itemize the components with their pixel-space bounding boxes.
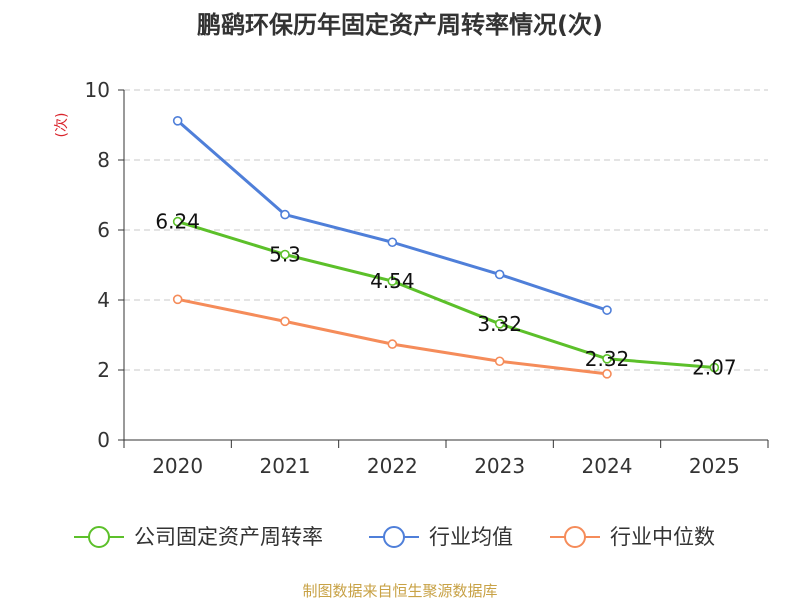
x-tick-label: 2020 bbox=[152, 454, 203, 478]
data-point[interactable] bbox=[602, 305, 612, 315]
data-labels: 6.24 5.3 4.54 3.32 2.32 2.07 bbox=[155, 210, 736, 380]
data-point[interactable] bbox=[387, 237, 398, 248]
legend[interactable]: 公司固定资产周转率 行业均值 行业中位数 bbox=[74, 525, 715, 549]
x-tick-label: 2022 bbox=[367, 454, 418, 478]
y-tick-label: 6 bbox=[97, 218, 110, 242]
data-point[interactable] bbox=[280, 209, 290, 220]
data-point[interactable] bbox=[172, 294, 183, 305]
legend-label: 行业均值 bbox=[429, 525, 513, 549]
x-tick-label: 2025 bbox=[689, 454, 740, 478]
data-point[interactable] bbox=[494, 356, 505, 367]
legend-item[interactable]: 行业均值 bbox=[369, 525, 513, 549]
x-tick-label: 2021 bbox=[260, 454, 311, 478]
data-label: 3.32 bbox=[477, 312, 522, 336]
legend-label: 行业中位数 bbox=[610, 525, 715, 549]
y-axis-label: (次) bbox=[54, 113, 70, 138]
legend-marker-icon bbox=[564, 526, 586, 548]
legend-label: 公司固定资产周转率 bbox=[134, 525, 323, 549]
y-tick-label: 2 bbox=[97, 358, 110, 382]
axes: 0 2 4 6 8 10 2020 2021 2022 2023 2024 2025 bbox=[85, 78, 769, 478]
y-tick-label: 8 bbox=[97, 148, 110, 172]
source-note: 制图数据来自恒生聚源数据库 bbox=[302, 582, 497, 600]
legend-item[interactable]: 公司固定资产周转率 bbox=[74, 525, 323, 549]
legend-marker-icon bbox=[383, 526, 405, 548]
data-point[interactable] bbox=[387, 339, 398, 349]
data-point[interactable] bbox=[494, 269, 505, 280]
data-label: 5.3 bbox=[269, 243, 301, 267]
chart-title: 鹏鹞环保历年固定资产周转率情况(次) bbox=[197, 11, 603, 39]
data-point[interactable] bbox=[494, 318, 505, 329]
data-point[interactable] bbox=[280, 316, 290, 327]
series-layer bbox=[172, 116, 720, 379]
data-label: 2.07 bbox=[692, 356, 737, 380]
legend-marker-icon bbox=[88, 526, 110, 548]
data-point[interactable] bbox=[709, 362, 720, 373]
data-point[interactable] bbox=[172, 116, 183, 126]
data-label: 6.24 bbox=[155, 210, 200, 234]
data-point[interactable] bbox=[172, 216, 183, 227]
data-point[interactable] bbox=[280, 249, 290, 260]
data-label: 4.54 bbox=[370, 269, 415, 293]
data-point[interactable] bbox=[602, 353, 612, 364]
legend-item[interactable]: 行业中位数 bbox=[550, 525, 715, 549]
y-tick-label: 10 bbox=[85, 78, 110, 102]
gridlines bbox=[124, 89, 768, 371]
x-tick-label: 2023 bbox=[474, 454, 525, 478]
x-tick-label: 2024 bbox=[582, 454, 633, 478]
y-tick-label: 0 bbox=[97, 428, 110, 452]
data-label: 2.32 bbox=[585, 347, 630, 371]
data-point[interactable] bbox=[602, 369, 612, 379]
y-tick-label: 4 bbox=[97, 288, 110, 312]
data-point[interactable] bbox=[387, 276, 398, 286]
series-line bbox=[177, 220, 715, 370]
